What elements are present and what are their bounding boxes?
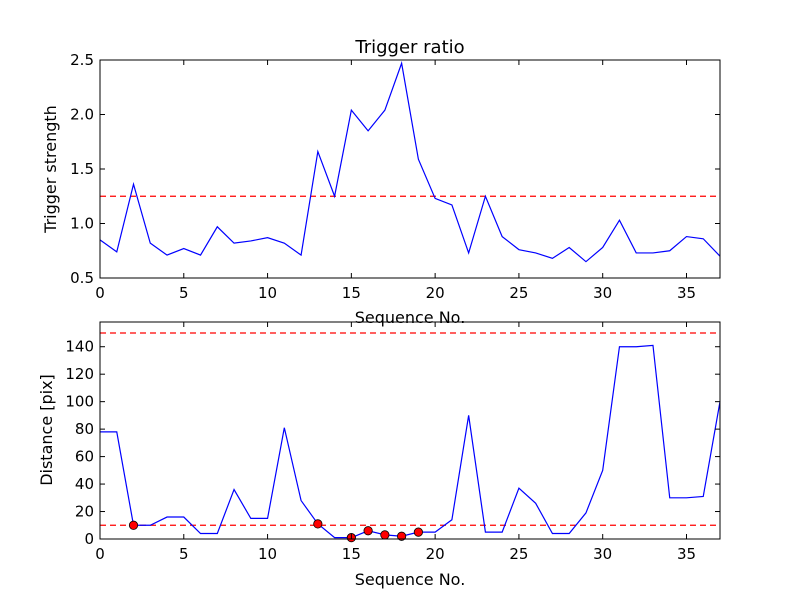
- distance-x-tick-label: 20: [426, 545, 445, 563]
- trigger-y-tick-label: 2.5: [70, 51, 94, 69]
- chart-title: Trigger ratio: [354, 37, 464, 58]
- distance-marked-point: [413, 527, 423, 537]
- trigger-axes-frame: [99, 59, 721, 279]
- trigger-y-tick-label: 1.5: [70, 160, 94, 178]
- distance-x-tick-label: 5: [179, 545, 189, 563]
- distance-x-tick-label: 35: [677, 545, 696, 563]
- trigger-x-tick-label: 20: [426, 284, 445, 302]
- distance-marked-point: [128, 520, 139, 530]
- trigger-x-tick-label: 10: [258, 284, 277, 302]
- distance-y-ticks: 0 20 40 60 80 100 120 140: [65, 338, 720, 548]
- distance-y-tick-label: 140: [65, 338, 94, 356]
- distance-y-axis-label: Distance [pix]: [37, 374, 56, 486]
- distance-y-tick-label: 80: [75, 420, 94, 438]
- distance-x-tick-label: 0: [95, 545, 105, 563]
- trigger-y-tick-label: 0.5: [70, 269, 94, 287]
- trigger-ratio-panel: Trigger ratio 0 5 10 15 20 25 30 35 0.5 1.0 1.5 2.…: [41, 37, 721, 327]
- trigger-x-tick-label: 35: [677, 284, 696, 302]
- trigger-y-axis-label: Trigger strength: [41, 105, 60, 234]
- distance-marked-point: [380, 530, 390, 540]
- trigger-x-tick-label: 30: [593, 284, 612, 302]
- distance-axes-frame: [99, 321, 721, 540]
- trigger-y-tick-label: 2.0: [70, 106, 94, 124]
- trigger-x-tick-label: 15: [342, 284, 361, 302]
- distance-marked-point: [397, 531, 407, 541]
- distance-y-tick-label: 20: [75, 503, 94, 521]
- distance-y-tick-label: 0: [84, 530, 94, 548]
- distance-x-tick-label: 10: [258, 545, 277, 563]
- distance-marked-point: [313, 519, 323, 529]
- distance-panel: 0 5 10 15 20 25 30 35 0 20 40 60 80 100 120 140 Sequen…: [37, 321, 721, 589]
- distance-x-axis-label: Sequence No.: [355, 570, 466, 589]
- distance-plot-area: [100, 332, 721, 543]
- trigger-y-ticks: 0.5 1.0 1.5 2.0 2.5: [70, 51, 720, 287]
- distance-y-tick-label: 100: [65, 393, 94, 411]
- distance-x-ticks: 0 5 10 15 20 25 30 35: [95, 322, 696, 563]
- distance-y-tick-label: 60: [75, 448, 94, 466]
- distance-series-line: [100, 344, 721, 539]
- distance-y-tick-label: 120: [65, 365, 94, 383]
- trigger-x-tick-label: 25: [509, 284, 528, 302]
- trigger-y-tick-label: 1.0: [70, 215, 94, 233]
- distance-x-tick-label: 25: [509, 545, 528, 563]
- distance-marked-point: [363, 526, 373, 536]
- trigger-series-line: [99, 60, 721, 263]
- distance-y-tick-label: 40: [75, 475, 94, 493]
- trigger-plot-area: [99, 60, 721, 263]
- trigger-x-tick-label: 0: [95, 284, 105, 302]
- distance-x-tick-label: 30: [593, 545, 612, 563]
- trigger-x-tick-label: 5: [179, 284, 189, 302]
- trigger-x-axis-label: Sequence No.: [355, 308, 466, 327]
- distance-x-tick-label: 15: [342, 545, 361, 563]
- trigger-x-ticks: 0 5 10 15 20 25 30 35: [95, 60, 696, 302]
